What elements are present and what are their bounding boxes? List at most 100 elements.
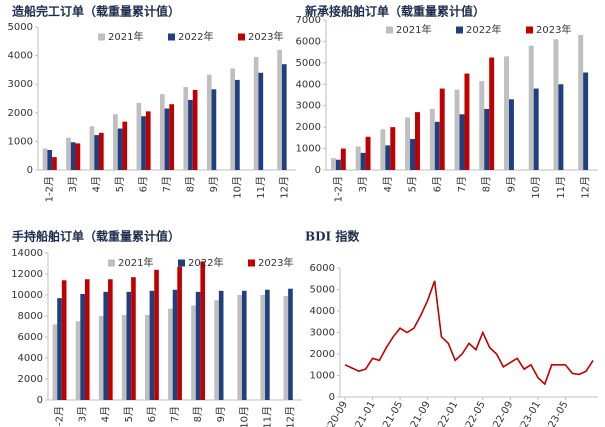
bar xyxy=(98,316,104,400)
bar xyxy=(75,321,81,400)
bar xyxy=(66,137,71,170)
x-tick-label: 12月 xyxy=(284,406,296,427)
x-tick-label: 6月 xyxy=(138,176,150,192)
y-tick-label: 3000 xyxy=(296,101,321,112)
x-tick-label: 2022-09 xyxy=(485,400,515,427)
line xyxy=(344,280,594,386)
bar xyxy=(578,35,584,170)
bar xyxy=(200,261,206,400)
bar xyxy=(113,114,118,170)
bar xyxy=(504,56,509,170)
bar xyxy=(237,295,242,400)
bar xyxy=(283,296,289,400)
bar xyxy=(206,74,212,170)
x-tick-label: 2021-09 xyxy=(402,400,432,427)
x-tick-label: 7月 xyxy=(456,176,468,192)
bar xyxy=(415,112,420,170)
bar xyxy=(141,116,146,170)
bar xyxy=(80,293,85,400)
x-tick-label: 6月 xyxy=(431,176,443,192)
bar xyxy=(385,145,391,170)
x-tick-label: 2020-09 xyxy=(320,400,350,427)
bar xyxy=(108,279,113,400)
bar xyxy=(260,295,266,400)
bar xyxy=(149,290,155,400)
bar xyxy=(533,88,539,170)
bar xyxy=(131,277,136,400)
bar xyxy=(330,158,336,170)
bar xyxy=(57,298,62,400)
legend-swatch xyxy=(108,259,115,267)
x-tick-label: 10月 xyxy=(530,176,542,199)
y-tick-label: 0 xyxy=(37,395,43,406)
bar xyxy=(235,79,240,170)
bar xyxy=(508,99,514,170)
bar xyxy=(89,126,95,170)
bar xyxy=(214,300,219,400)
y-tick-label: 0 xyxy=(329,392,335,403)
bar xyxy=(479,81,485,170)
x-tick-label: 12月 xyxy=(580,176,592,199)
bar xyxy=(188,99,193,170)
y-tick-label: 2000 xyxy=(18,374,43,385)
x-tick-label: 8月 xyxy=(192,406,204,422)
x-tick-label: 7月 xyxy=(161,176,173,192)
y-tick-label: 4000 xyxy=(18,353,43,364)
y-tick-label: 3000 xyxy=(8,79,33,90)
bar xyxy=(61,280,67,400)
bar xyxy=(360,152,366,170)
y-tick-label: 5000 xyxy=(8,22,33,33)
bar xyxy=(528,45,534,170)
x-tick-label: 12月 xyxy=(278,176,290,199)
y-tick-label: 5000 xyxy=(296,58,321,69)
y-tick-label: 14000 xyxy=(11,248,43,259)
bar xyxy=(258,72,264,170)
bar xyxy=(558,84,564,170)
bar xyxy=(241,290,247,400)
x-tick-label: 3月 xyxy=(77,406,89,422)
y-tick-label: 6000 xyxy=(18,332,43,343)
x-tick-label: 8月 xyxy=(481,176,493,192)
bar xyxy=(340,148,346,170)
bar xyxy=(70,142,76,170)
bar xyxy=(277,49,282,170)
legend-label: 2022年 xyxy=(188,256,223,269)
bar xyxy=(121,314,127,400)
x-tick-label: 2023-01 xyxy=(513,400,543,427)
bar xyxy=(380,129,386,170)
bar xyxy=(52,324,58,400)
x-tick-label: 4月 xyxy=(100,406,112,422)
x-tick-label: 4月 xyxy=(382,176,394,192)
bar xyxy=(168,308,173,400)
y-tick-label: 5000 xyxy=(310,285,335,296)
x-tick-label: 1-2月 xyxy=(54,406,66,427)
bar xyxy=(365,136,371,170)
bar xyxy=(410,138,416,170)
bar xyxy=(211,89,217,170)
legend-swatch xyxy=(526,26,533,34)
legend-label: 2023年 xyxy=(536,23,571,36)
x-tick-label: 2021-05 xyxy=(375,400,405,427)
x-tick-label: 5月 xyxy=(114,176,126,192)
y-tick-label: 2000 xyxy=(8,108,33,119)
x-tick-label: 5月 xyxy=(123,406,135,422)
x-tick-label: 3月 xyxy=(357,176,369,192)
legend-swatch xyxy=(238,33,245,41)
bar xyxy=(164,108,170,170)
bar xyxy=(177,266,182,400)
legend-label: 2021年 xyxy=(108,30,143,43)
legend-label: 2022年 xyxy=(178,30,213,43)
bar xyxy=(218,290,224,400)
y-tick-label: 10000 xyxy=(11,290,43,301)
bar xyxy=(434,121,440,170)
x-tick-label: 9月 xyxy=(505,176,517,192)
chart-title: 新承接船舶订单（载重量累计值） xyxy=(305,4,485,19)
bar xyxy=(98,132,104,170)
bar xyxy=(253,57,259,170)
bar xyxy=(464,73,470,170)
bar xyxy=(459,114,465,170)
x-tick-label: 6月 xyxy=(146,406,158,422)
bar xyxy=(159,94,165,170)
bar xyxy=(75,143,81,170)
y-tick-label: 4000 xyxy=(310,306,335,317)
